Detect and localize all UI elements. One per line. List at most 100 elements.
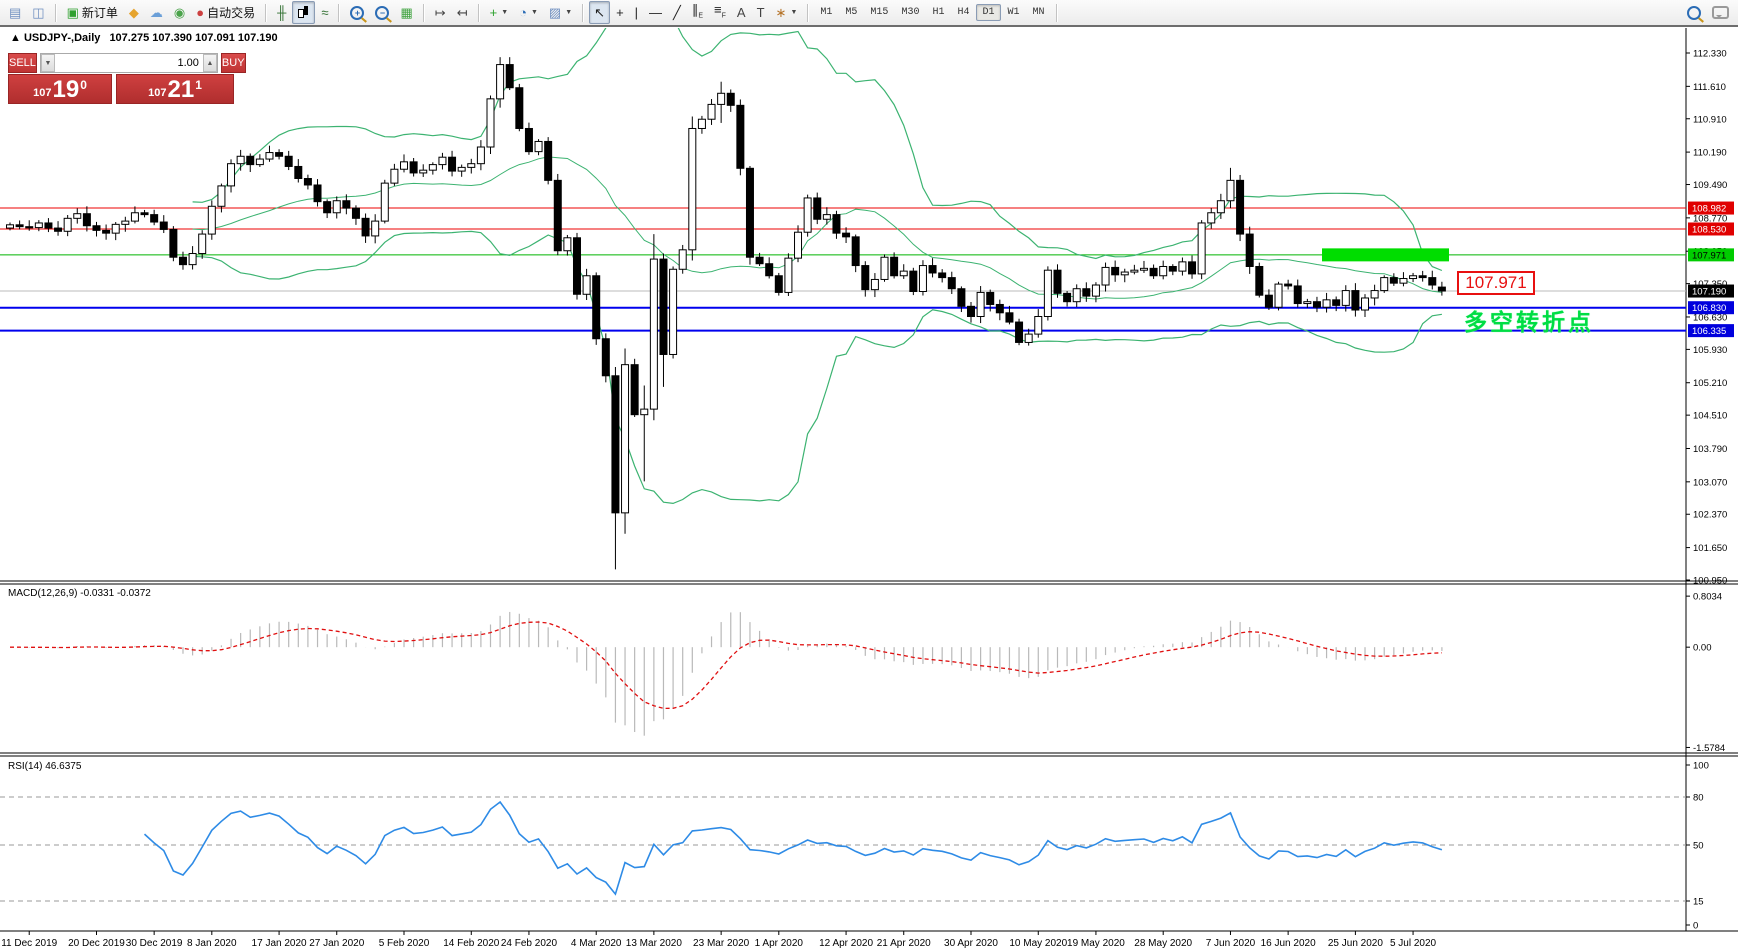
annotation-text[interactable]: 多空转折点 xyxy=(1464,309,1594,335)
candle-body xyxy=(832,214,841,234)
date-tick-label: 13 Mar 2020 xyxy=(626,938,683,949)
profiles-button[interactable]: ◫ xyxy=(27,1,49,24)
sell-price-display[interactable]: 107 19 0 xyxy=(8,74,112,104)
line-chart-icon: ≈ xyxy=(321,5,329,20)
cursor-button[interactable]: ↖ xyxy=(589,1,611,24)
timeframe-m30-button[interactable]: M30 xyxy=(901,7,920,18)
volume-decrease-button[interactable]: ▼ xyxy=(40,54,55,72)
candle-body xyxy=(938,272,947,279)
candle-body xyxy=(419,169,428,174)
sell-price-sup: 0 xyxy=(80,78,87,92)
green-rectangle-object[interactable] xyxy=(1322,248,1449,262)
arrows-button[interactable]: ∗ ▼ xyxy=(771,1,803,24)
zoom-out-icon: − xyxy=(375,5,390,20)
buy-button[interactable]: BUY xyxy=(220,53,246,73)
search-button[interactable] xyxy=(1682,1,1706,24)
chart-shift-button[interactable]: ↤ xyxy=(452,1,473,24)
candle-body xyxy=(544,140,553,181)
candle-body xyxy=(1120,271,1129,276)
timeframe-w1-button[interactable]: W1 xyxy=(1007,7,1020,18)
new-chart-button[interactable]: ▤ xyxy=(4,1,26,24)
candlestick-chart-button[interactable] xyxy=(292,1,316,24)
crosshair-button[interactable]: + xyxy=(611,1,629,24)
text-label-button[interactable]: T xyxy=(752,1,770,24)
vertical-line-button[interactable]: | xyxy=(630,1,643,24)
bar-chart-button[interactable]: ╫ xyxy=(272,1,291,24)
line-chart-button[interactable]: ≈ xyxy=(316,1,333,24)
toolbar-separator xyxy=(54,3,57,22)
periods-button[interactable]: ◔ ▼ xyxy=(514,1,543,24)
macd-indicator-label: MACD(12,26,9) -0.0331 -0.0372 xyxy=(8,588,151,599)
zoom-out-button[interactable]: − xyxy=(370,1,394,24)
timeframe-m5-button[interactable]: M5 xyxy=(845,7,858,18)
indicators-button-dropdown-icon[interactable]: ▼ xyxy=(501,9,509,16)
candle-body xyxy=(1236,179,1245,235)
bar-chart-icon: ╫ xyxy=(277,5,287,20)
buy-price-big: 21 xyxy=(167,76,195,103)
templates-button-dropdown-icon[interactable]: ▼ xyxy=(565,9,573,16)
candle-body xyxy=(1082,288,1091,297)
macd-tick-label: -1.5784 xyxy=(1693,743,1725,754)
periods-button-dropdown-icon[interactable]: ▼ xyxy=(530,9,538,16)
volume-increase-button[interactable]: ▲ xyxy=(202,54,217,72)
signals-button[interactable]: ◉ xyxy=(169,1,190,24)
sell-button[interactable]: SELL xyxy=(8,53,37,73)
candle-body xyxy=(1063,292,1072,303)
candle-body xyxy=(1226,179,1235,202)
price-flag-label[interactable]: 107.971 xyxy=(1457,271,1535,295)
macd-tick-label: 0.8034 xyxy=(1693,592,1722,603)
date-tick-label: 10 May 2020 xyxy=(1009,938,1067,949)
zoom-in-button[interactable]: + xyxy=(345,1,369,24)
candle-body xyxy=(774,275,783,293)
date-tick-label: 25 Jun 2020 xyxy=(1328,938,1383,949)
candle-body xyxy=(976,291,985,318)
rsi-indicator xyxy=(0,796,1686,902)
tile-windows-icon: ▦ xyxy=(400,5,413,20)
candle-body xyxy=(1351,290,1360,311)
candle-body xyxy=(227,163,236,187)
indicators-button[interactable]: + ▼ xyxy=(485,1,514,24)
timeframe-mn-button[interactable]: MN xyxy=(1032,7,1045,18)
candle-body xyxy=(697,118,706,129)
new-order-button[interactable]: ▣ 新订单 xyxy=(62,1,123,24)
candle-body xyxy=(92,225,101,231)
charts-cloud-button[interactable]: ☁ xyxy=(145,1,168,24)
text-button[interactable]: A xyxy=(732,1,751,24)
channel-button[interactable]: ∥E xyxy=(687,1,708,24)
candle-body xyxy=(630,364,639,416)
timeframe-m1-button[interactable]: M1 xyxy=(820,7,833,18)
horizontal-line-button[interactable]: — xyxy=(644,1,667,24)
chat-button[interactable] xyxy=(1707,1,1734,24)
signals-icon: ◉ xyxy=(173,5,186,20)
trendline-icon: ╱ xyxy=(673,5,681,20)
date-tick-label: 11 Dec 2019 xyxy=(1,938,57,949)
buy-price-prefix: 107 xyxy=(148,87,167,99)
volume-input[interactable] xyxy=(54,54,203,72)
arrows-button-dropdown-icon[interactable]: ▼ xyxy=(790,9,798,16)
candle-body xyxy=(342,200,351,209)
tile-windows-button[interactable]: ▦ xyxy=(395,1,417,24)
timeframe-h4-button[interactable]: H4 xyxy=(957,7,970,18)
toolbar-separator xyxy=(807,3,810,22)
autotrading-button[interactable]: ● 自动交易 xyxy=(191,1,260,24)
trendline-button[interactable]: ╱ xyxy=(668,1,686,24)
date-tick-label: 30 Apr 2020 xyxy=(944,938,998,949)
fibonacci-button[interactable]: ≡F xyxy=(709,1,731,24)
auto-scroll-button[interactable]: ↦ xyxy=(430,1,451,24)
candle-body xyxy=(707,103,716,120)
candle-body xyxy=(765,263,774,277)
auto-scroll-icon: ↦ xyxy=(434,5,446,20)
zoom-in-icon: + xyxy=(350,5,365,20)
timeframe-h1-button[interactable]: H1 xyxy=(932,7,945,18)
candle-body xyxy=(496,64,505,100)
bollinger-bands xyxy=(192,28,1443,505)
timeframe-d1-button[interactable]: D1 xyxy=(976,4,1001,21)
templates-button[interactable]: ▨ ▼ xyxy=(544,1,577,24)
candle-body xyxy=(1053,269,1062,294)
candle-body xyxy=(1341,290,1350,306)
metaeditor-button[interactable]: ◆ xyxy=(124,1,144,24)
candle-body xyxy=(1043,269,1052,318)
timeframe-m15-button[interactable]: M15 xyxy=(870,7,889,18)
candle-body xyxy=(1380,277,1389,292)
buy-price-display[interactable]: 107 21 1 xyxy=(116,74,234,104)
